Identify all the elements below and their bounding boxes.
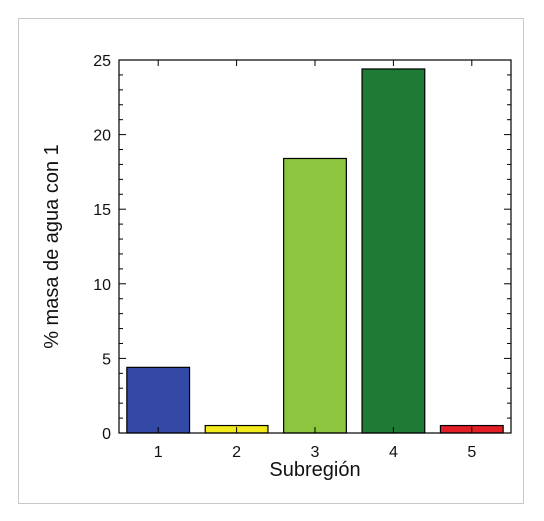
y-tick-label: 20 (93, 128, 111, 145)
bar-1 (126, 366, 191, 434)
bar-3 (283, 157, 347, 434)
x-tick-label: 1 (154, 444, 163, 461)
y-tick-label: 5 (102, 351, 111, 368)
y-tick-label: 0 (102, 426, 111, 443)
ticks-group (119, 59, 511, 434)
x-axis-label: Subregión (269, 459, 360, 481)
y-tick-label: 10 (93, 277, 111, 294)
tick-labels-group: 1 2 3 4 5 0 5 10 15 20 25 (93, 53, 476, 461)
y-tick-label: 15 (93, 202, 111, 219)
y-axis-label: % masa de agua con 1 (41, 144, 63, 349)
x-tick-label: 5 (467, 444, 476, 461)
x-tick-label: 2 (232, 444, 241, 461)
chart-frame (18, 18, 524, 504)
x-tick-label: 3 (311, 444, 320, 461)
bar-4 (361, 68, 426, 434)
x-tick-label: 4 (389, 444, 398, 461)
y-tick-label: 25 (93, 53, 111, 70)
bars-group (126, 68, 504, 434)
